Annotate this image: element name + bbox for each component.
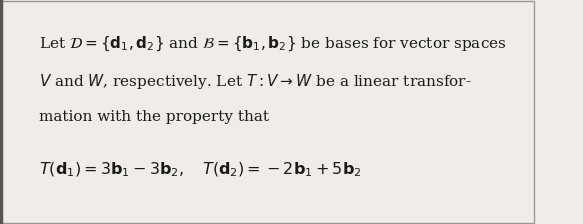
Text: Let $\mathcal{D} = \{\mathbf{d}_1, \mathbf{d}_2\}$ and $\mathcal{B} = \{\mathbf{: Let $\mathcal{D} = \{\mathbf{d}_1, \math… [38, 34, 506, 53]
Text: mation with the property that: mation with the property that [38, 110, 269, 124]
Text: $T(\mathbf{d}_1) = 3\mathbf{b}_1 - 3\mathbf{b}_2, \quad T(\mathbf{d}_2) = -2\mat: $T(\mathbf{d}_1) = 3\mathbf{b}_1 - 3\mat… [38, 161, 361, 179]
Text: $V$ and $W$, respectively. Let $T : V \rightarrow W$ be a linear transfor-: $V$ and $W$, respectively. Let $T : V \r… [38, 72, 471, 91]
